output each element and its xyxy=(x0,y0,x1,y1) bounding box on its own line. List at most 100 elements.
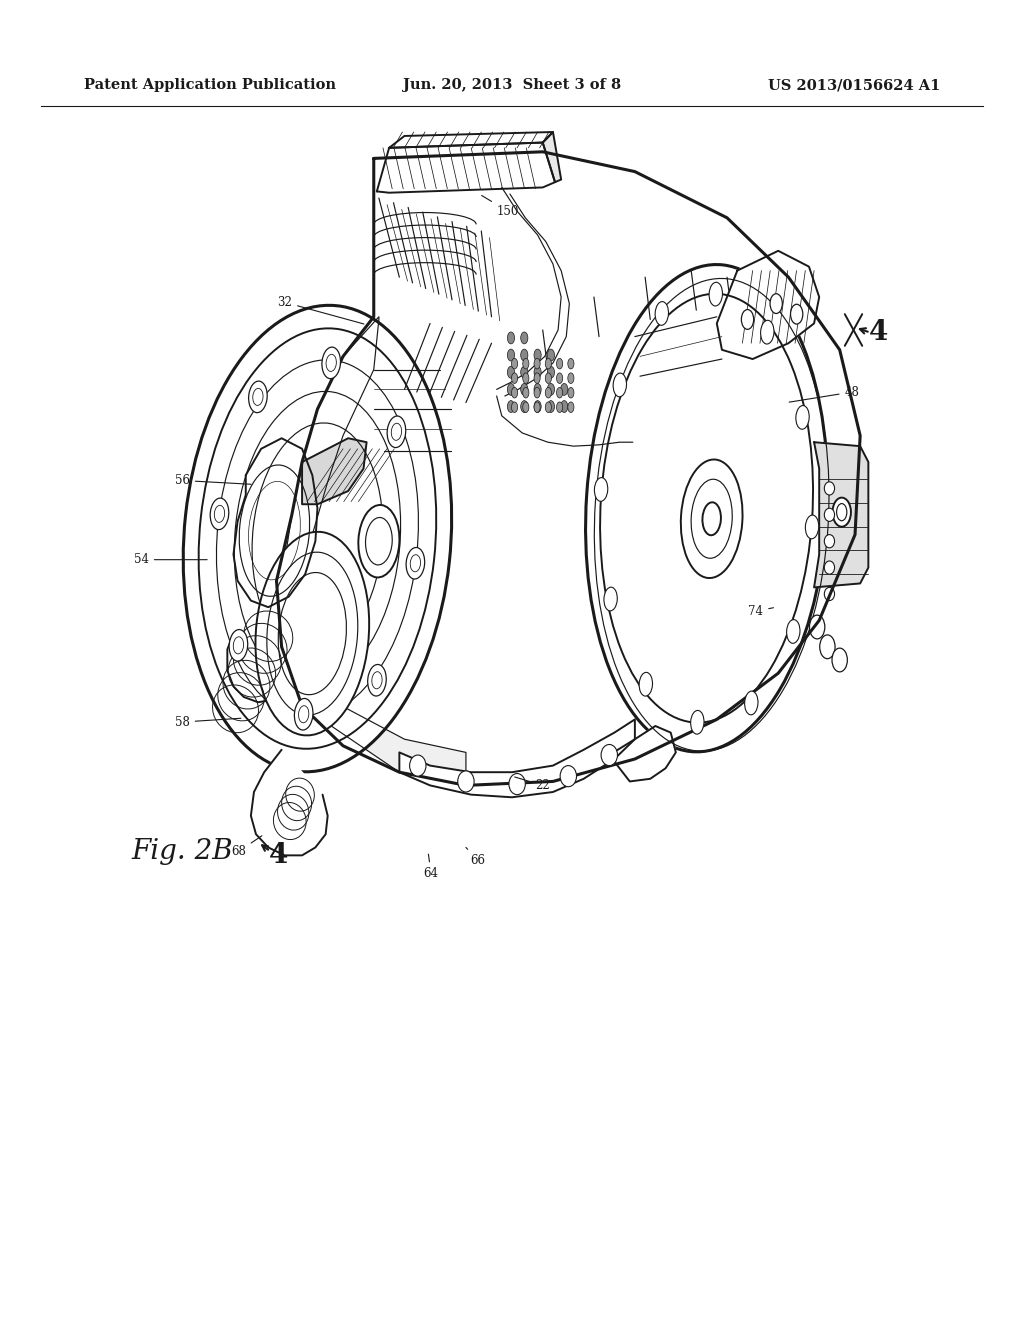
Ellipse shape xyxy=(741,309,754,329)
Polygon shape xyxy=(377,143,555,193)
Ellipse shape xyxy=(508,401,514,413)
Ellipse shape xyxy=(545,374,551,383)
Ellipse shape xyxy=(410,755,426,776)
Ellipse shape xyxy=(545,401,551,412)
Polygon shape xyxy=(233,438,317,607)
Text: 56: 56 xyxy=(175,474,251,487)
Ellipse shape xyxy=(557,359,563,370)
Ellipse shape xyxy=(535,374,541,383)
Polygon shape xyxy=(282,317,466,785)
Ellipse shape xyxy=(567,401,573,412)
Ellipse shape xyxy=(535,401,541,412)
Ellipse shape xyxy=(805,515,819,539)
Text: US 2013/0156624 A1: US 2013/0156624 A1 xyxy=(768,78,940,92)
Ellipse shape xyxy=(824,535,835,548)
Polygon shape xyxy=(389,132,553,148)
Ellipse shape xyxy=(548,401,555,413)
Ellipse shape xyxy=(183,305,452,772)
Text: Patent Application Publication: Patent Application Publication xyxy=(84,78,336,92)
Ellipse shape xyxy=(690,710,705,734)
Text: 74: 74 xyxy=(749,605,773,618)
Ellipse shape xyxy=(601,744,617,766)
Ellipse shape xyxy=(557,374,563,383)
Ellipse shape xyxy=(548,366,555,379)
Ellipse shape xyxy=(322,347,341,379)
Ellipse shape xyxy=(831,648,847,672)
Ellipse shape xyxy=(523,401,529,412)
Ellipse shape xyxy=(655,301,669,325)
Ellipse shape xyxy=(548,383,555,396)
Ellipse shape xyxy=(709,282,723,306)
Ellipse shape xyxy=(545,388,551,397)
Ellipse shape xyxy=(824,587,835,601)
Text: 32: 32 xyxy=(278,296,364,323)
Ellipse shape xyxy=(613,374,627,397)
Ellipse shape xyxy=(387,416,406,447)
Polygon shape xyxy=(609,726,676,781)
Ellipse shape xyxy=(521,366,528,379)
Ellipse shape xyxy=(523,388,529,397)
Text: 58: 58 xyxy=(175,715,241,729)
Ellipse shape xyxy=(535,366,541,379)
Ellipse shape xyxy=(508,331,514,345)
Ellipse shape xyxy=(523,374,529,383)
Ellipse shape xyxy=(229,630,248,661)
Polygon shape xyxy=(302,438,367,504)
Ellipse shape xyxy=(560,766,577,787)
Ellipse shape xyxy=(819,635,836,659)
Polygon shape xyxy=(814,442,868,587)
Ellipse shape xyxy=(508,348,514,362)
Ellipse shape xyxy=(824,482,835,495)
Ellipse shape xyxy=(604,587,617,611)
Ellipse shape xyxy=(512,388,518,397)
Ellipse shape xyxy=(521,401,528,413)
Ellipse shape xyxy=(368,664,386,696)
Ellipse shape xyxy=(358,506,399,577)
Text: 150: 150 xyxy=(481,195,519,218)
Text: 54: 54 xyxy=(134,553,207,566)
Ellipse shape xyxy=(786,619,800,643)
Text: 4: 4 xyxy=(869,319,888,346)
Ellipse shape xyxy=(561,383,567,396)
Ellipse shape xyxy=(535,401,541,413)
Ellipse shape xyxy=(521,331,528,345)
Ellipse shape xyxy=(535,359,541,370)
Ellipse shape xyxy=(567,359,573,370)
Ellipse shape xyxy=(761,321,774,345)
Ellipse shape xyxy=(796,405,809,429)
Ellipse shape xyxy=(521,383,528,396)
Ellipse shape xyxy=(512,374,518,383)
Ellipse shape xyxy=(639,672,652,696)
Ellipse shape xyxy=(521,348,528,362)
Ellipse shape xyxy=(249,381,267,413)
Text: 64: 64 xyxy=(424,854,438,880)
Ellipse shape xyxy=(810,615,825,639)
Ellipse shape xyxy=(255,532,370,735)
Ellipse shape xyxy=(210,498,228,529)
Ellipse shape xyxy=(294,698,313,730)
Text: 48: 48 xyxy=(790,385,859,403)
Text: Jun. 20, 2013  Sheet 3 of 8: Jun. 20, 2013 Sheet 3 of 8 xyxy=(402,78,622,92)
Ellipse shape xyxy=(824,508,835,521)
Text: 4: 4 xyxy=(269,842,288,869)
Polygon shape xyxy=(251,750,328,855)
Ellipse shape xyxy=(407,548,425,579)
Ellipse shape xyxy=(509,774,525,795)
Ellipse shape xyxy=(508,383,514,396)
Ellipse shape xyxy=(586,264,827,752)
Ellipse shape xyxy=(744,692,758,715)
Ellipse shape xyxy=(512,359,518,370)
Ellipse shape xyxy=(512,401,518,412)
Ellipse shape xyxy=(791,305,803,323)
Ellipse shape xyxy=(561,401,567,413)
Polygon shape xyxy=(276,152,860,785)
Polygon shape xyxy=(543,132,561,182)
Polygon shape xyxy=(717,251,819,359)
Ellipse shape xyxy=(594,478,608,502)
Ellipse shape xyxy=(824,561,835,574)
Ellipse shape xyxy=(458,771,474,792)
Ellipse shape xyxy=(567,374,573,383)
Ellipse shape xyxy=(535,383,541,396)
Ellipse shape xyxy=(567,388,573,397)
Ellipse shape xyxy=(548,348,555,362)
